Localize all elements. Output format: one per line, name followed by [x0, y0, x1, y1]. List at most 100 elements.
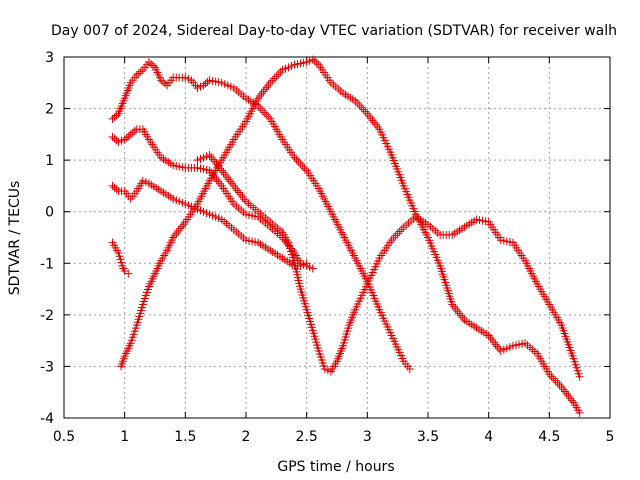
data-point: [268, 76, 277, 85]
data-point: [308, 55, 317, 64]
x-tick-label: 5: [606, 429, 615, 445]
data-point: [161, 79, 170, 88]
data-point: [261, 85, 270, 94]
data-point: [134, 69, 143, 78]
data-point: [559, 385, 568, 394]
data-point: [357, 103, 366, 112]
data-point: [575, 408, 584, 417]
data-point: [179, 220, 188, 229]
y-tick-label: 2: [45, 102, 54, 118]
data-point: [351, 96, 360, 105]
data-point: [124, 132, 133, 141]
data-point: [270, 74, 279, 83]
data-point: [566, 394, 575, 403]
y-tick-label: 3: [45, 50, 54, 66]
data-point: [560, 387, 569, 396]
data-point: [353, 98, 362, 107]
y-tick-label: -3: [40, 359, 54, 375]
data-point: [228, 179, 237, 188]
data-point: [393, 229, 402, 238]
data-point: [144, 58, 153, 67]
data-point: [276, 68, 285, 77]
data-point: [120, 135, 129, 144]
data-point: [451, 304, 460, 313]
data-point: [124, 269, 133, 278]
data-point: [199, 81, 208, 90]
data-point: [292, 155, 301, 164]
x-tick-label: 1.5: [174, 429, 196, 445]
data-point: [116, 255, 125, 264]
data-point: [117, 258, 126, 267]
data-point: [395, 227, 404, 236]
x-tick-label: 3.5: [417, 429, 439, 445]
data-point: [258, 106, 267, 115]
data-point: [126, 130, 135, 139]
y-tick-label: -1: [40, 256, 54, 272]
data-point: [146, 59, 155, 68]
data-point: [553, 378, 562, 387]
data-point: [108, 132, 117, 141]
data-point: [262, 110, 271, 119]
data-point: [389, 233, 398, 242]
data-point: [370, 118, 379, 127]
x-tick-labels: 0.5 1 1.5 2 2.5 3 3.5 4 4.5 5: [53, 429, 615, 445]
data-point: [212, 159, 221, 168]
data-point: [266, 78, 275, 87]
data-point: [361, 107, 370, 116]
data-point: [210, 173, 219, 182]
data-point: [296, 160, 305, 169]
series-track-3: [108, 176, 311, 270]
data-point: [551, 376, 560, 385]
data-point: [240, 195, 249, 204]
data-point: [148, 61, 157, 70]
data-point: [562, 389, 571, 398]
data-point: [130, 126, 139, 135]
data-point: [491, 340, 500, 349]
data-point: [312, 59, 321, 68]
data-point: [176, 224, 185, 233]
x-tick-label: 4: [484, 429, 493, 445]
data-point: [489, 338, 498, 347]
data-point: [159, 77, 168, 86]
data-point: [108, 114, 117, 123]
data-point: [122, 133, 131, 142]
data-point: [115, 252, 124, 261]
data-point: [238, 192, 247, 201]
data-point: [112, 111, 121, 120]
data-point: [214, 177, 223, 186]
data-point: [453, 307, 462, 316]
data-point: [274, 70, 283, 79]
data-point: [486, 333, 495, 342]
series-track-6: [193, 150, 584, 381]
data-point: [224, 175, 233, 184]
data-point: [256, 104, 265, 113]
data-point: [157, 76, 166, 85]
data-point: [110, 134, 119, 143]
data-point: [397, 225, 406, 234]
data-point: [495, 344, 504, 353]
data-point: [366, 114, 375, 123]
data-point: [110, 113, 119, 122]
x-tick-label: 2.5: [296, 429, 318, 445]
data-point: [391, 231, 400, 240]
y-tick-labels: -4 -3 -2 -1 0 1 2 3: [40, 50, 54, 427]
data-point: [310, 57, 319, 66]
data-point: [226, 177, 235, 186]
data-point: [222, 173, 231, 182]
data-point: [177, 222, 186, 231]
data-point: [174, 226, 183, 235]
data-point: [219, 168, 228, 177]
data-point: [372, 120, 380, 129]
data-point: [557, 383, 566, 392]
data-point: [235, 188, 244, 197]
chart-title: Day 007 of 2024, Sidereal Day-to-day VTE…: [51, 23, 617, 39]
data-point: [262, 83, 271, 92]
data-point: [545, 370, 554, 379]
y-tick-label: 1: [45, 153, 54, 169]
data-point: [236, 190, 245, 199]
data-point: [359, 105, 368, 114]
data-series: [108, 55, 584, 417]
data-point: [203, 77, 212, 86]
y-tick-label: 0: [45, 205, 54, 221]
